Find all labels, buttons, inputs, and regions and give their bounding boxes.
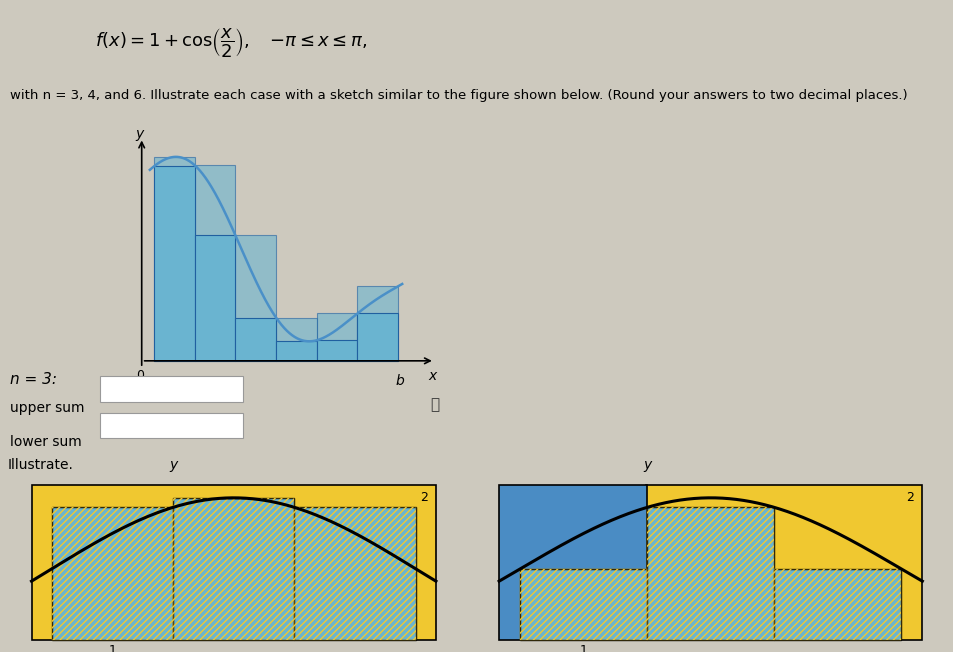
Bar [51, 507, 172, 640]
Bar [357, 314, 397, 361]
Text: 1: 1 [579, 644, 587, 652]
FancyBboxPatch shape [100, 413, 243, 438]
Bar [646, 507, 774, 640]
Text: y: y [169, 458, 177, 472]
Bar [357, 286, 397, 361]
Bar [316, 314, 357, 361]
Bar [316, 340, 357, 361]
Text: 0: 0 [135, 370, 144, 383]
Bar [235, 235, 275, 361]
Text: 2: 2 [905, 492, 913, 505]
Bar [153, 166, 194, 361]
Bar [172, 498, 294, 640]
Bar [646, 507, 774, 640]
Bar [519, 569, 646, 640]
Bar [498, 485, 646, 640]
Bar [774, 569, 901, 640]
Bar [275, 341, 316, 361]
Bar [294, 507, 416, 640]
Text: ⓘ: ⓘ [430, 397, 439, 412]
Bar [645, 485, 922, 640]
Bar [294, 507, 416, 640]
Bar [275, 318, 316, 361]
Text: n = 3:: n = 3: [10, 372, 56, 387]
Text: y: y [642, 458, 651, 472]
Text: 2: 2 [420, 492, 428, 505]
Text: lower sum: lower sum [10, 435, 81, 449]
Text: b: b [395, 374, 404, 388]
Bar [194, 235, 235, 361]
Text: 1: 1 [109, 644, 116, 652]
Bar [519, 569, 646, 640]
Bar [194, 165, 235, 361]
Bar [51, 507, 172, 640]
Bar [172, 498, 294, 640]
Text: with n = 3, 4, and 6. Illustrate each case with a sketch similar to the figure s: with n = 3, 4, and 6. Illustrate each ca… [10, 89, 906, 102]
Text: a: a [152, 374, 160, 388]
Bar [235, 318, 275, 361]
Bar [774, 569, 901, 640]
FancyBboxPatch shape [100, 376, 243, 402]
Text: $f(x) = 1 + \cos\!\left(\dfrac{x}{2}\right),$   $-\pi \leq x \leq \pi,$: $f(x) = 1 + \cos\!\left(\dfrac{x}{2}\rig… [95, 26, 367, 59]
Text: x: x [428, 370, 436, 383]
Bar [31, 485, 436, 640]
Text: y: y [135, 127, 144, 141]
Text: upper sum: upper sum [10, 401, 84, 415]
Text: Illustrate.: Illustrate. [7, 458, 73, 471]
Bar [153, 157, 194, 361]
